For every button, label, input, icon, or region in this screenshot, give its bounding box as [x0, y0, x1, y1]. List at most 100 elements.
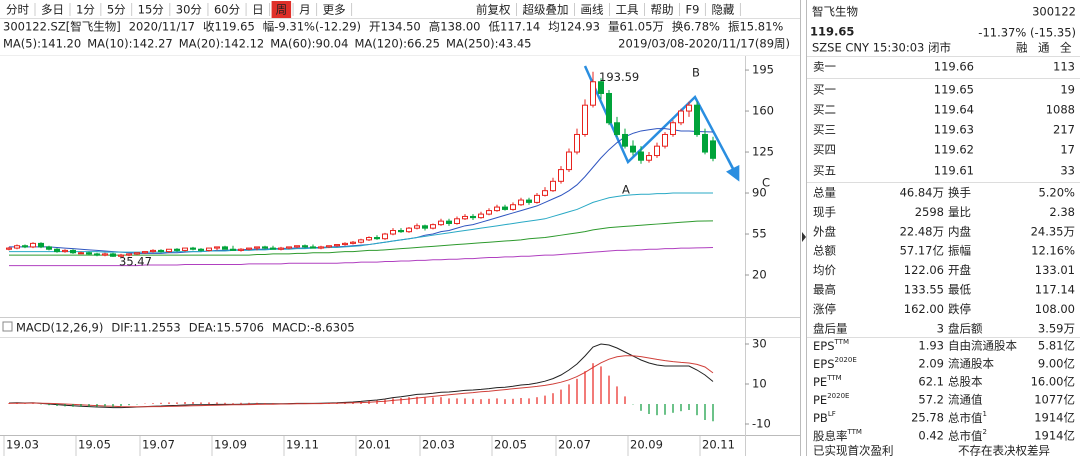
low-label: 35.47 — [119, 254, 152, 268]
order-label: 买五 — [813, 164, 836, 178]
x-tick-label: 20.11 — [702, 438, 735, 452]
candle-body — [654, 145, 660, 157]
candle-body — [174, 248, 180, 251]
stat-label: 现手 — [813, 205, 836, 219]
candle-body — [590, 81, 596, 106]
toolbar-button[interactable]: 1分 — [76, 3, 95, 17]
last-price: 119.65 — [810, 25, 854, 39]
legend-item: MA(10):142.27 — [87, 37, 173, 51]
toolbar-button[interactable]: 工具 — [616, 3, 639, 17]
candle-body — [686, 104, 692, 112]
toolbar-button[interactable]: 前复权 — [476, 3, 511, 17]
fund-label-main: 股息率 — [813, 429, 848, 443]
fund-value: 16.00亿 — [1031, 375, 1075, 389]
candle-body — [278, 247, 284, 250]
fund-label: 流通股本 — [948, 357, 994, 371]
quote-item: 低117.14 — [489, 20, 541, 34]
fund-label: EPSTTM — [813, 338, 849, 353]
stat-label: 换手 — [948, 186, 971, 200]
pattern-label: B — [692, 66, 700, 80]
fund-label-main: PE — [813, 375, 827, 389]
candle-body — [646, 155, 652, 161]
y-tick-label: 90 — [752, 186, 767, 200]
quote-item: 300122.SZ[智飞生物] — [3, 20, 121, 34]
fund-value: 9.00亿 — [1038, 357, 1075, 371]
candle-body — [430, 224, 436, 229]
order-price: 119.64 — [934, 103, 974, 117]
toolbar-button[interactable]: 5分 — [107, 3, 126, 17]
stat-value: 2598 — [915, 205, 944, 219]
candle-body — [86, 252, 92, 255]
fund-value: 1077亿 — [1034, 393, 1075, 407]
fund-label-main: EPS — [813, 357, 835, 371]
candle-body — [534, 194, 540, 203]
fund-label-sup: TTM — [826, 374, 841, 382]
x-tick-label: 20.05 — [494, 438, 527, 452]
toolbar-button[interactable]: 日 — [252, 3, 264, 17]
candle-body — [670, 122, 676, 135]
candle-body — [246, 247, 252, 250]
toolbar-button[interactable]: 多日 — [41, 3, 64, 17]
toolbar-button[interactable]: 超级叠加 — [523, 3, 569, 17]
candle-body — [318, 246, 324, 249]
toolbar-button[interactable]: 更多 — [323, 3, 346, 17]
toolbar-button[interactable]: 30分 — [176, 3, 203, 17]
toolbar-button[interactable]: 60分 — [214, 3, 241, 17]
pattern-label: A — [622, 183, 630, 197]
stat-label: 总量 — [813, 186, 836, 200]
collapse-arrow[interactable] — [802, 232, 806, 242]
stat-value: 22.48万 — [900, 224, 944, 238]
x-tick-label: 20.03 — [422, 438, 455, 452]
stat-label: 涨停 — [813, 302, 836, 316]
candle-body — [470, 215, 476, 219]
candle-body — [182, 247, 188, 251]
stat-label: 均价 — [813, 263, 836, 277]
toolbar-button[interactable]: 分时 — [6, 3, 29, 17]
candle-body — [638, 151, 644, 161]
candle-body — [502, 206, 508, 210]
candle-body — [198, 248, 204, 251]
toolbar-button[interactable]: F9 — [686, 3, 700, 17]
ma-line — [9, 192, 714, 253]
fund-value: 1.93 — [918, 339, 944, 353]
toolbar-button[interactable]: 画线 — [581, 3, 604, 17]
stat-label: 总额 — [813, 244, 836, 258]
x-tick-label: 20.09 — [630, 438, 663, 452]
fund-label: PETTM — [813, 374, 842, 389]
fund-label-sup: 2 — [983, 428, 987, 436]
toolbar-button[interactable]: 15分 — [138, 3, 165, 17]
x-tick-label: 19.07 — [142, 438, 175, 452]
toolbar-button[interactable]: 隐藏 — [711, 3, 734, 17]
stat-value: 3 — [937, 321, 944, 335]
legend-item: MA(5):141.20 — [3, 37, 81, 51]
toolbar-button[interactable]: 月 — [299, 3, 311, 17]
candle-body — [230, 248, 236, 251]
candle-body — [566, 151, 572, 171]
candle-body — [542, 190, 548, 196]
fund-label-sup: 1 — [983, 410, 987, 418]
candle-body — [38, 242, 44, 248]
candle-body — [486, 210, 492, 215]
fund-label-sup: TTM — [847, 428, 862, 436]
candle-body — [390, 230, 396, 235]
fund-label-sup: 2020E — [827, 392, 849, 400]
toolbar-button[interactable]: 周 — [276, 3, 288, 17]
candle-body — [222, 246, 228, 250]
candle-body — [702, 133, 708, 153]
toolbar-button[interactable]: 帮助 — [651, 3, 674, 17]
stat-value: 133.55 — [904, 283, 944, 297]
order-label: 买三 — [813, 123, 836, 137]
x-tick-label: 19.03 — [6, 438, 39, 452]
indicator-icon[interactable] — [2, 321, 13, 332]
candle-body — [366, 237, 372, 241]
tag: 融 — [1016, 41, 1028, 55]
candle-body — [574, 133, 580, 153]
candle-body — [438, 220, 444, 226]
candle-body — [342, 242, 348, 246]
candle-body — [14, 245, 20, 249]
x-tick-label: 20.01 — [358, 438, 391, 452]
fund-label-sup: LF — [828, 410, 836, 418]
candle-body — [398, 230, 404, 233]
candle-body — [518, 199, 524, 206]
